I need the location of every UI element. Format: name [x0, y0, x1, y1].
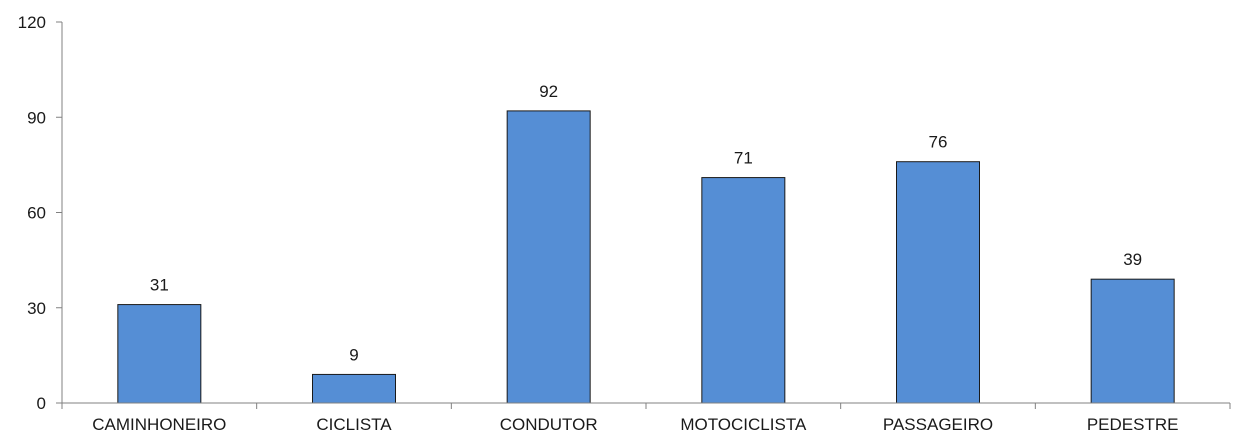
y-tick-label: 120	[18, 13, 46, 32]
x-tick-label: PASSAGEIRO	[883, 415, 993, 434]
y-tick-label: 90	[27, 108, 46, 127]
y-axis-ticks: 0 30 60 90 120	[18, 13, 62, 413]
y-tick-label: 60	[27, 204, 46, 223]
x-tick-label: CONDUTOR	[500, 415, 598, 434]
data-label: 76	[929, 133, 948, 152]
bars	[117, 110, 1175, 404]
data-label: 71	[734, 149, 753, 168]
data-label: 31	[150, 276, 169, 295]
x-axis-labels: CAMINHONEIRO CICLISTA CONDUTOR MOTOCICLISTA…	[61, 403, 1231, 434]
bar-caminhoneiro	[117, 304, 202, 404]
y-tick-label: 30	[27, 299, 46, 318]
x-tick-label: PEDESTRE	[1087, 415, 1179, 434]
bar-passageiro	[896, 161, 980, 404]
y-tick-label: 0	[37, 394, 46, 413]
bar-pedestre	[1090, 278, 1175, 404]
bar-ciclista	[312, 373, 396, 404]
data-labels: 31 9 92 71 76 39	[150, 82, 1142, 365]
x-tick-label: MOTOCICLISTA	[680, 415, 807, 434]
data-label: 92	[539, 82, 558, 101]
x-tick-label: CICLISTA	[316, 415, 392, 434]
data-label: 9	[349, 345, 358, 364]
bar-condutor	[506, 110, 591, 404]
data-label: 39	[1123, 250, 1142, 269]
x-tick-label: CAMINHONEIRO	[92, 415, 226, 434]
bar-motociclista	[701, 177, 786, 404]
